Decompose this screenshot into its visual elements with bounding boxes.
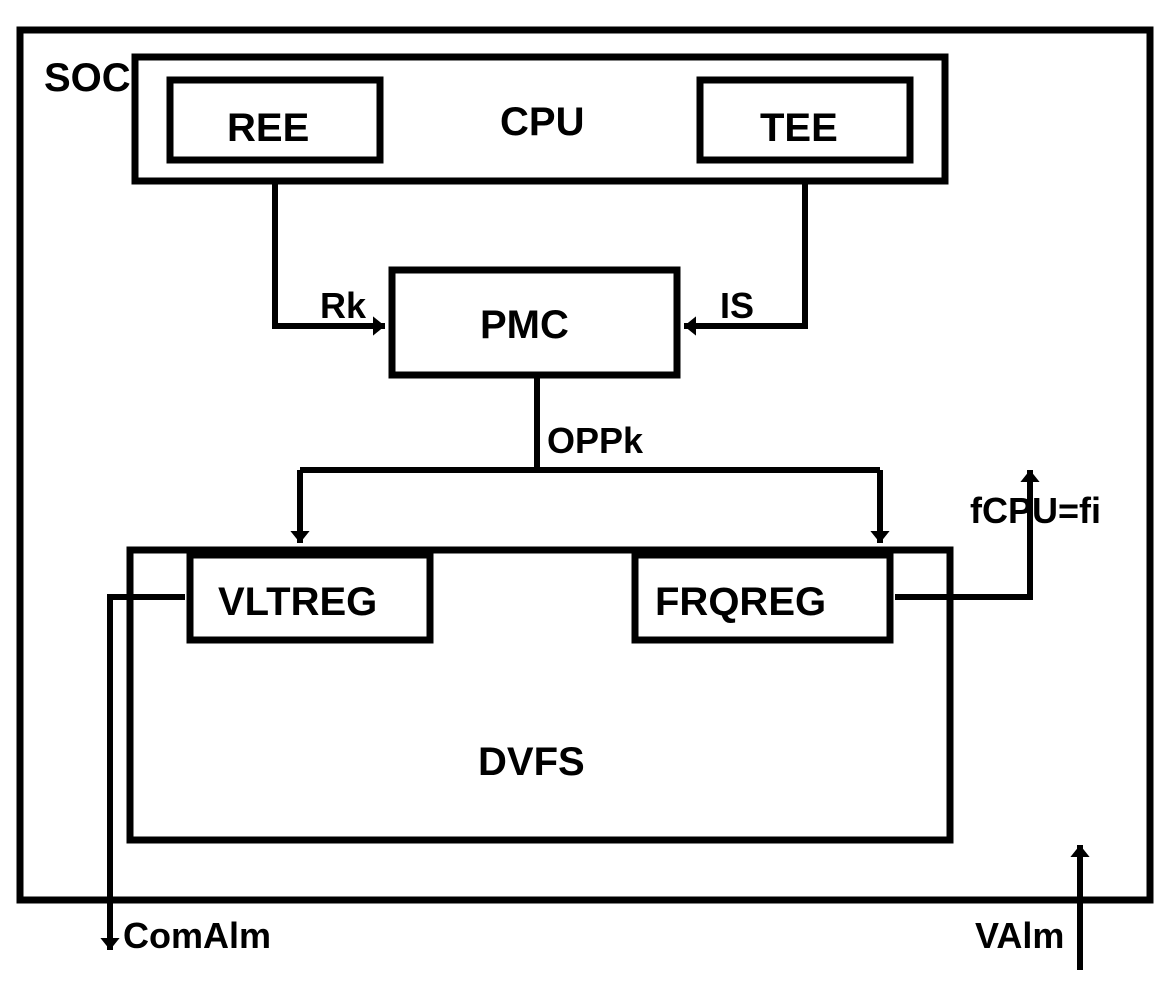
tee-label: TEE: [760, 106, 838, 151]
valm-edge-label: VAlm: [975, 915, 1064, 957]
vltreg-label: VLTREG: [218, 580, 377, 625]
cpu-label: CPU: [500, 100, 584, 145]
tee-to-pmc-arrowhead: [684, 316, 696, 335]
soc-label: SOC: [44, 56, 131, 101]
oppk-edge-label: OPPk: [547, 420, 643, 462]
ree-label: REE: [227, 106, 309, 151]
split-to-frqreg-arrowhead: [870, 531, 889, 543]
ree-to-pmc-arrowhead: [373, 316, 385, 335]
pmc-label: PMC: [480, 303, 569, 348]
is-edge-label: IS: [720, 285, 754, 327]
frqreg-label: FRQREG: [655, 580, 826, 625]
comalm-edge-label: ComAlm: [123, 915, 271, 957]
dvfs-label: DVFS: [478, 740, 585, 785]
valm-in-arrowhead: [1070, 845, 1089, 857]
split-to-vltreg-arrowhead: [290, 531, 309, 543]
vltreg-to-comalm-arrowhead: [100, 938, 119, 950]
fcpu-edge-label: fCPU=fi: [970, 490, 1101, 532]
frqreg-out-arrowhead: [1020, 470, 1039, 482]
rk-edge-label: Rk: [320, 285, 366, 327]
